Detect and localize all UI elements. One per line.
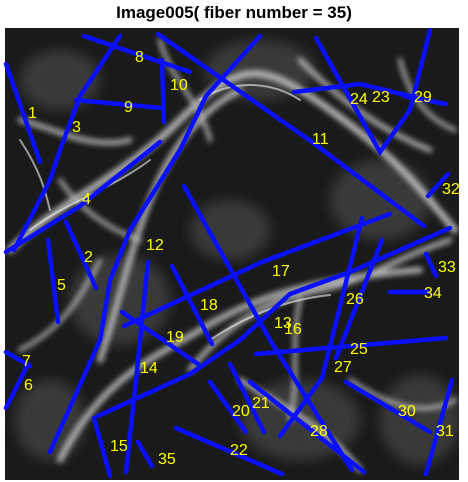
fiber-label-5: 5	[57, 277, 66, 294]
fiber-line-35	[135, 439, 155, 469]
fiber-label-15: 15	[110, 438, 128, 455]
fiber-label-1: 1	[28, 105, 37, 122]
fiber-label-18: 18	[200, 297, 218, 314]
fiber-label-23: 23	[372, 89, 390, 106]
fiber-line-1	[3, 61, 43, 165]
fiber-label-34: 34	[424, 285, 442, 302]
fiber-line-16	[95, 225, 453, 419]
fiber-line-14	[123, 259, 151, 475]
fiber-label-3: 3	[72, 119, 81, 136]
fiber-label-14: 14	[140, 360, 158, 377]
fiber-label-28: 28	[310, 423, 328, 440]
fiber-label-7: 7	[22, 353, 31, 370]
fiber-line-33	[423, 251, 439, 279]
fiber-line-10	[159, 57, 167, 125]
fiber-line-2	[63, 219, 99, 291]
fiber-label-6: 6	[24, 377, 33, 394]
fiber-line-12	[47, 33, 263, 455]
fiber-label-21: 21	[252, 395, 270, 412]
fiber-label-35: 35	[158, 451, 176, 468]
fiber-label-20: 20	[232, 403, 250, 420]
fiber-line-26	[333, 237, 385, 361]
fiber-line-21	[227, 361, 267, 435]
fiber-label-8: 8	[135, 49, 144, 66]
fiber-line-13	[181, 183, 355, 473]
fiber-label-31: 31	[436, 423, 454, 440]
fiber-label-33: 33	[438, 259, 456, 276]
fiber-line-23	[291, 81, 413, 99]
fiber-label-2: 2	[84, 249, 93, 266]
fiber-label-13: 13	[274, 315, 292, 332]
fiber-line-18	[169, 263, 215, 347]
fiber-line-7	[3, 349, 33, 369]
fiber-line-8	[81, 33, 193, 75]
fiber-line-19	[119, 309, 201, 367]
fiber-line-29	[401, 93, 449, 107]
fiber-line-5	[45, 237, 61, 325]
fiber-line-25	[253, 335, 449, 357]
fiber-line-24	[313, 27, 433, 157]
fiber-line-31	[423, 377, 455, 477]
fiber-label-17: 17	[272, 263, 290, 280]
fiber-line-32	[425, 171, 451, 199]
fiber-label-11: 11	[312, 131, 329, 148]
fiber-line-20	[207, 379, 249, 435]
fiber-label-26: 26	[346, 291, 364, 308]
fiber-label-10: 10	[170, 77, 188, 94]
fiber-label-32: 32	[442, 181, 460, 198]
fiber-line-17	[121, 211, 393, 329]
fiber-label-12: 12	[146, 237, 164, 254]
fiber-label-9: 9	[124, 99, 133, 116]
fiber-line-30	[343, 379, 433, 435]
fiber-line-22	[173, 425, 285, 477]
figure-title: Image005( fiber number = 35)	[116, 3, 352, 22]
fiber-line-4	[3, 139, 163, 255]
fiber-label-27: 27	[334, 359, 352, 376]
fiber-label-19: 19	[166, 329, 184, 346]
fiber-line-28	[247, 379, 367, 475]
fiber-line-15	[91, 415, 113, 479]
fiber-line-3	[11, 33, 123, 253]
fiber-labels: 1 2 3 4 5 6 7 8 9 10 11 12 13 14 15 16 1…	[22, 49, 460, 468]
fiber-label-4: 4	[82, 191, 91, 208]
fiber-label-16: 16	[284, 321, 302, 338]
fiber-label-25: 25	[350, 341, 368, 358]
fiber-label-22: 22	[230, 442, 248, 459]
fiber-line-6	[3, 361, 31, 411]
fiber-line-9	[73, 97, 165, 111]
fiber-lines	[3, 27, 455, 479]
fiber-label-30: 30	[398, 403, 416, 420]
fiber-line-11	[155, 31, 427, 229]
fiber-label-24: 24	[350, 91, 368, 108]
fiber-label-29: 29	[414, 89, 432, 106]
